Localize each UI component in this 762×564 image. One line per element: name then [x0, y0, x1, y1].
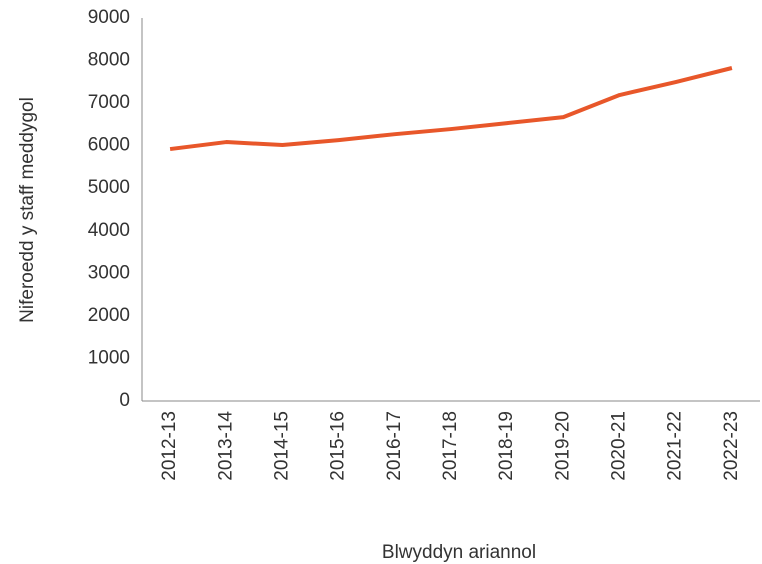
- x-tick-label: 2019-20: [552, 411, 573, 481]
- x-tick-label: 2022-23: [721, 411, 742, 481]
- y-axis-label: Niferoedd y staff meddygol: [17, 97, 38, 323]
- x-tick-label: 2018-19: [496, 411, 517, 481]
- x-tick-label: 2017-18: [440, 411, 461, 481]
- x-tick-label: 2012-13: [159, 411, 180, 481]
- y-tick-label: 3000: [88, 262, 130, 283]
- y-tick-label: 8000: [88, 50, 130, 71]
- line-series: [169, 66, 733, 152]
- x-tick-label: 2014-15: [271, 411, 292, 481]
- y-tick-label: 7000: [88, 92, 130, 113]
- y-tick-label: 9000: [88, 7, 130, 28]
- x-tick-label: 2021-22: [665, 411, 686, 481]
- y-tick-label: 2000: [88, 305, 130, 326]
- y-tick-label: 1000: [88, 347, 130, 368]
- y-tick-label: 4000: [88, 220, 130, 241]
- x-tick-label: 2020-21: [609, 411, 630, 481]
- y-tick-label: 6000: [88, 135, 130, 156]
- x-tick-label: 2016-17: [384, 411, 405, 481]
- x-tick-label: 2013-14: [215, 411, 236, 481]
- y-tick-label: 5000: [88, 177, 130, 198]
- y-tick-label: 0: [119, 390, 130, 411]
- x-tick-label: 2015-16: [328, 411, 349, 481]
- x-axis-label: Blwyddyn ariannol: [382, 542, 536, 563]
